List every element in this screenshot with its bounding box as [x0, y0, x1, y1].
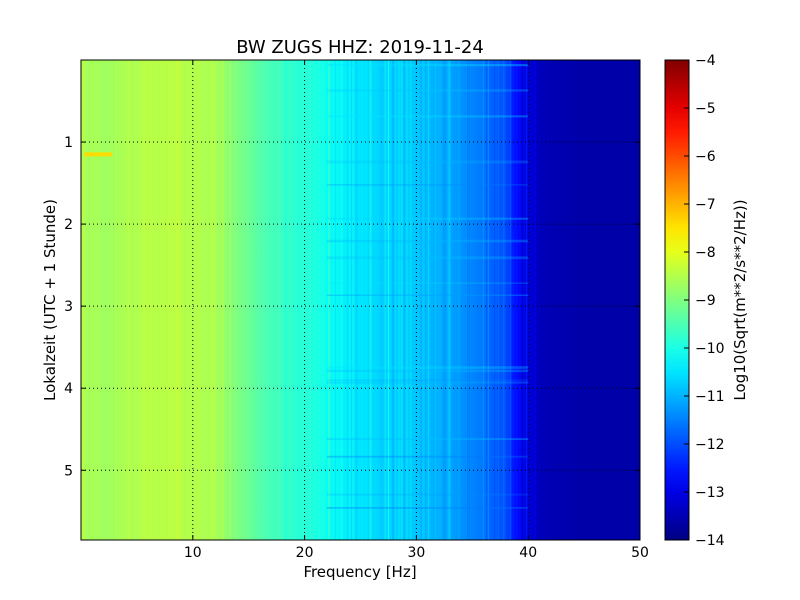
chart-title: BW ZUGS HHZ: 2019-11-24 [236, 37, 484, 58]
y-tick-label: 1 [64, 135, 73, 151]
plot-frame [80, 59, 641, 541]
spectrogram-annotations [84, 152, 113, 157]
colorbar-tick-label: −13 [695, 485, 725, 501]
x-tick-label: 30 [407, 545, 425, 561]
colorbar-tick-label: −4 [695, 53, 716, 69]
x-tick-label: 40 [519, 545, 537, 561]
colorbar-tick-label: −5 [695, 101, 716, 117]
spectrogram-plot-area [81, 60, 640, 540]
colorbar-tick-label: −8 [695, 245, 716, 261]
colorbar-label: Log10(Sqrt(m**2/s**2/Hz)) [731, 199, 749, 400]
colorbar-tick-label: −6 [695, 149, 716, 165]
spectrogram-texture [81, 60, 537, 540]
colorbar-tick-label: −7 [695, 197, 716, 213]
grid-lines [81, 60, 640, 540]
colorbar-tick-label: −9 [695, 293, 716, 309]
bright-streak [84, 152, 113, 157]
colorbar-tick-label: −11 [695, 389, 725, 405]
colorbar-ticks: −4 −5 −6 −7 −8 −9 −10 −11 −12 −13 −14 [684, 53, 725, 549]
y-tick-label: 5 [64, 463, 73, 479]
colorbar-tick-label: −12 [695, 437, 725, 453]
y-axis-label: Lokalzeit (UTC + 1 Stunde) [41, 199, 59, 401]
x-tick-label: 10 [184, 545, 202, 561]
y-tick-label: 2 [64, 217, 73, 233]
colorbar: −4 −5 −6 −7 −8 −9 −10 −11 −12 −13 −14 Log10(Sqrt(m… [664, 53, 749, 549]
x-axis: 10 20 30 40 50 [184, 60, 649, 561]
y-tick-label: 4 [64, 381, 73, 397]
spectrogram-base [81, 60, 640, 540]
colorbar-tick-label: −10 [695, 341, 725, 357]
x-tick-label: 50 [631, 545, 649, 561]
x-tick-label: 20 [296, 545, 314, 561]
y-tick-label: 3 [64, 299, 73, 315]
x-axis-label: Frequency [Hz] [303, 563, 416, 581]
y-axis: 1 2 3 4 5 [64, 135, 640, 479]
colorbar-tick-label: −14 [695, 533, 725, 549]
